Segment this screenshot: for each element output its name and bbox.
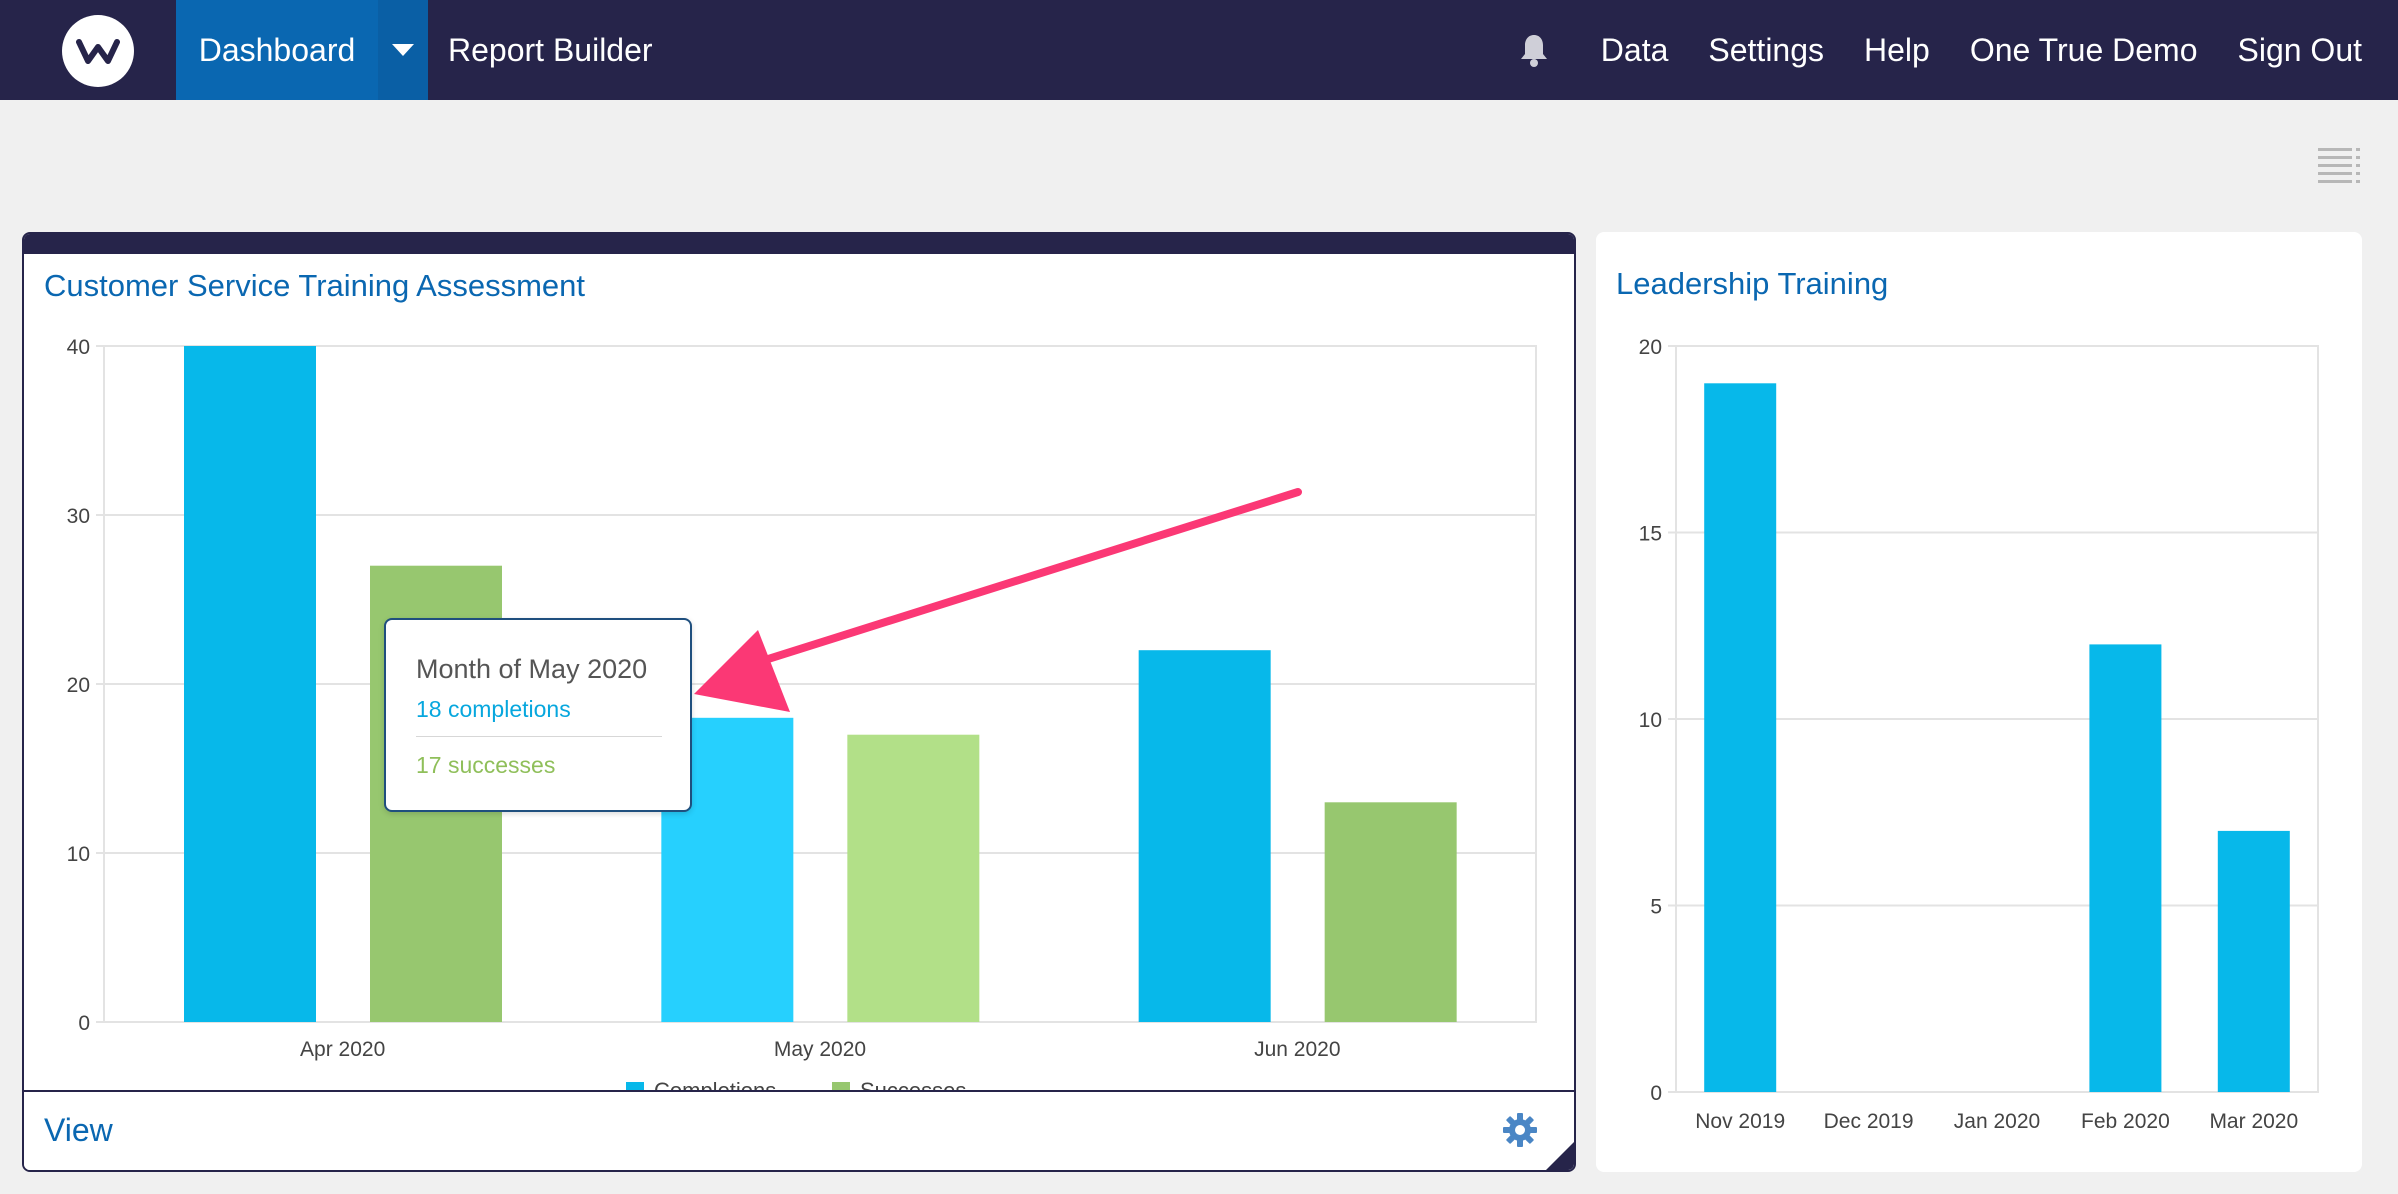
bar-may-2020-successes xyxy=(847,734,980,1022)
widget-leadership: Leadership Training 0 5 10 15 20 Nov 2019 Dec … xyxy=(1596,232,2362,1172)
bar-jun-2020-successes xyxy=(1324,802,1457,1022)
tooltip-divider xyxy=(416,736,662,737)
nav-dashboard[interactable]: Dashboard xyxy=(176,0,378,100)
bell-icon xyxy=(1520,35,1547,67)
top-nav: Dashboard Report Builder Data Settings H… xyxy=(0,0,2398,100)
bar-mar-2020-value xyxy=(2217,830,2290,1092)
dashboard-dropdown-button[interactable] xyxy=(378,0,428,100)
view-link[interactable]: View xyxy=(44,1112,113,1148)
x-tick-label: Nov 2019 xyxy=(1695,1110,1785,1133)
nav-report-builder[interactable]: Report Builder xyxy=(448,31,653,68)
widget-footer: View xyxy=(24,1090,1574,1170)
x-tick-label: Jan 2020 xyxy=(1954,1110,2040,1133)
x-tick-label: Mar 2020 xyxy=(2209,1110,2298,1133)
y-tick-label: 20 xyxy=(67,674,90,697)
x-tick-label: Apr 2020 xyxy=(300,1038,385,1061)
x-tick-label: Jun 2020 xyxy=(1254,1038,1340,1061)
bar-feb-2020-value xyxy=(2089,644,2162,1092)
notifications-button[interactable] xyxy=(1519,33,1549,67)
y-tick-label: 15 xyxy=(1639,523,1662,546)
y-tick-label: 30 xyxy=(67,505,90,528)
list-layout-icon[interactable] xyxy=(2318,146,2362,186)
nav-right: Data Settings Help One True Demo Sign Ou… xyxy=(1519,0,2362,100)
tooltip-successes: 17 successes xyxy=(416,752,556,778)
bar-chart-leadership: 0 5 10 15 20 Nov 2019 Dec 2019 Jan 2020 Feb 2020… xyxy=(1639,336,2319,1133)
gear-icon[interactable] xyxy=(1502,1112,1538,1148)
y-tick-label: 10 xyxy=(67,843,90,866)
chart-tooltip: Month of May 2020 18 completions 17 succ… xyxy=(384,618,692,812)
nav-data[interactable]: Data xyxy=(1600,31,1669,68)
app-logo[interactable] xyxy=(62,15,134,87)
x-tick-label: Feb 2020 xyxy=(2081,1110,2170,1133)
y-tick-label: 5 xyxy=(1650,896,1662,919)
y-tick-label: 40 xyxy=(67,336,90,359)
chevron-down-icon xyxy=(392,44,414,56)
bar-jun-2020-completions xyxy=(1138,650,1271,1022)
nav-settings[interactable]: Settings xyxy=(1708,31,1825,68)
widget-header-bar xyxy=(24,234,1574,254)
y-tick-label: 0 xyxy=(78,1012,90,1035)
bar-apr-2020-completions xyxy=(184,346,316,1022)
y-tick-label: 20 xyxy=(1639,336,1662,359)
nav-help[interactable]: Help xyxy=(1864,31,1930,68)
bar-nov-2019-value xyxy=(1704,383,1777,1092)
tooltip-completions: 18 completions xyxy=(416,696,571,722)
y-tick-label: 10 xyxy=(1639,709,1662,732)
logo-w-icon xyxy=(76,39,120,64)
widget-title[interactable]: Leadership Training xyxy=(1616,266,1889,301)
x-tick-label: May 2020 xyxy=(774,1038,866,1061)
y-tick-label: 0 xyxy=(1650,1082,1662,1105)
tooltip-title: Month of May 2020 xyxy=(416,654,648,684)
widget-customer-service: Customer Service Training Assessment 0 10… xyxy=(22,232,1576,1172)
widget-title[interactable]: Customer Service Training Assessment xyxy=(44,268,585,303)
x-tick-label: Dec 2019 xyxy=(1824,1110,1914,1133)
nav-sign-out[interactable]: Sign Out xyxy=(2237,31,2362,68)
nav-account[interactable]: One True Demo xyxy=(1969,31,2198,68)
resize-handle[interactable] xyxy=(1546,1142,1574,1170)
